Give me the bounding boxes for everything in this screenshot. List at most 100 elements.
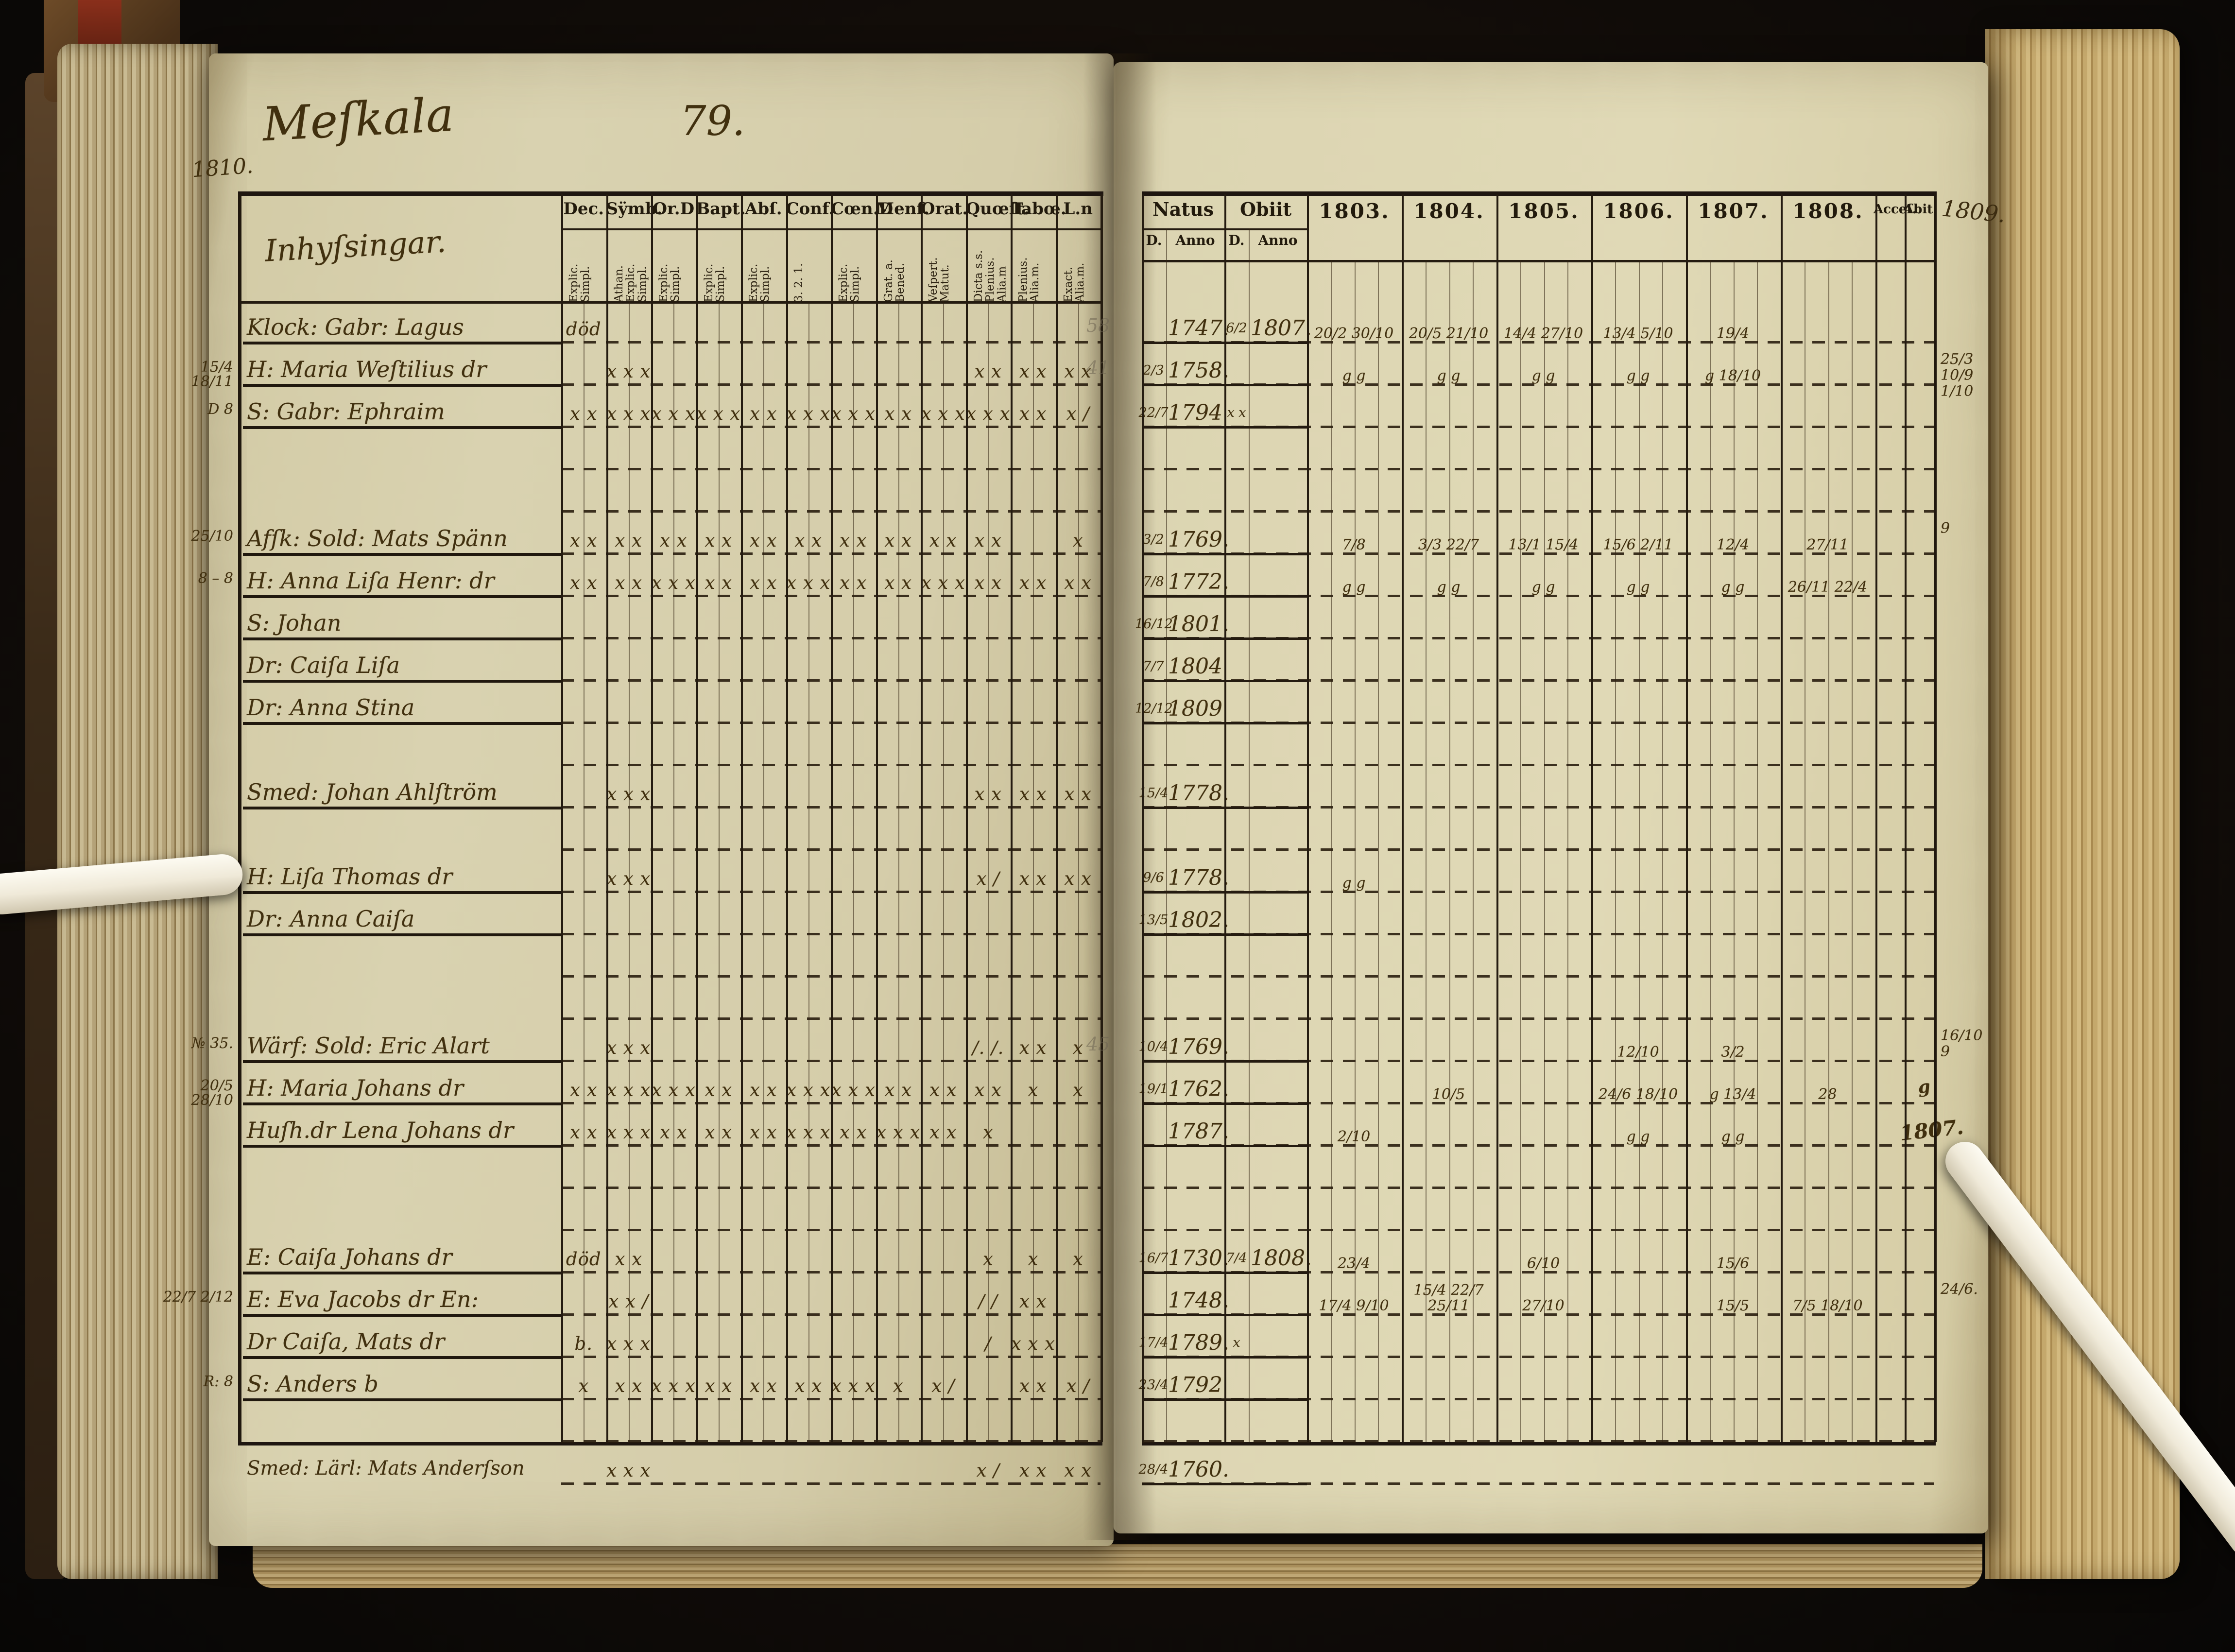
mark-cell-abs: x x: [750, 1122, 777, 1143]
natus-anno: 1747.: [1168, 316, 1229, 341]
natus-anno: 1787.: [1168, 1119, 1229, 1144]
mark-cell-quoest: x x: [974, 1080, 1002, 1101]
name-underline: [243, 1356, 561, 1359]
right-row-dashes: [1142, 806, 1934, 809]
natus-day: 3/2: [1143, 532, 1164, 547]
year-cell-1808: 26/11 22/4: [1788, 578, 1868, 596]
left-subcol-line: [808, 301, 809, 1442]
right-col-line: [1224, 194, 1226, 1442]
row-name: Afſk: Sold: Mats Spänn: [247, 525, 508, 551]
mark-cell-coen: x x x: [831, 1376, 876, 1396]
right-row-dashes: [1142, 552, 1934, 555]
right-col-line: [1307, 194, 1309, 1442]
mark-cell-taboe: x x: [1019, 1376, 1047, 1396]
natus-anno: 1801.: [1168, 612, 1229, 637]
left-subcol-line: [943, 301, 945, 1442]
left-col-line: [1055, 194, 1058, 1442]
mark-cell-mens: x x: [884, 530, 912, 551]
row-name: Huſh.dr Lena Johans dr: [247, 1117, 514, 1143]
obiit-header: Obiit: [1239, 198, 1292, 220]
natus-anno: 1778.: [1168, 781, 1229, 806]
year-cell-1806: g g: [1626, 1128, 1650, 1145]
mark-cell-ln: x x: [1064, 1460, 1092, 1481]
bottom-page-edges: [253, 1544, 1982, 1588]
year-cell-1807: g g: [1721, 1128, 1745, 1145]
mark-cell-coen: x x: [840, 572, 867, 593]
natus-anno: 1804: [1168, 654, 1222, 679]
year-header-1804: 1804.: [1413, 199, 1485, 223]
natus-underline: [1142, 1483, 1307, 1485]
row-margin-note: № 35.: [191, 1035, 233, 1052]
mark-cell-dec: x: [558, 1376, 609, 1396]
name-underline: [243, 595, 561, 598]
natus-anno: 1794: [1168, 400, 1222, 425]
right-page: [1114, 62, 1988, 1533]
mark-cell-dec: död: [566, 319, 602, 340]
right-row-dashes: [1142, 1017, 1934, 1020]
right-row-dashes: [1142, 764, 1934, 766]
row-name: Dr Caiſa, Mats dr: [247, 1328, 445, 1355]
mark-cell-ord: x x: [660, 530, 688, 551]
right-row-dashes: [1142, 679, 1934, 682]
right-row-dashes: [1142, 1229, 1934, 1231]
row-name: H: Anna Liſa Henr: dr: [247, 568, 495, 594]
year-cell-1805: 14/4 27/10: [1503, 325, 1583, 342]
mark-cell-dec: x x: [570, 530, 598, 551]
right-header-line: [1142, 260, 1936, 262]
year-header-1805: 1805.: [1508, 199, 1580, 223]
mark-cell-quoest: x x x: [966, 403, 1011, 424]
mark-cell-orat: x x: [929, 530, 957, 551]
natus-day: 7/7: [1143, 659, 1164, 674]
natus-anno: 1809: [1168, 696, 1222, 721]
natus-anno: 1769.: [1168, 527, 1229, 552]
year-subcol-line: [1852, 260, 1853, 1442]
row-margin-note: R: 8: [203, 1373, 233, 1390]
left-subcol-line: [898, 301, 899, 1442]
column-header-ln: L.n: [1063, 199, 1093, 219]
natus-day: 2/3: [1143, 363, 1164, 378]
natus-header: Natus: [1152, 198, 1214, 220]
year-subcol-line: [1638, 260, 1640, 1442]
name-underline: [243, 1145, 561, 1148]
mark-cell-taboe: x x x: [1011, 1333, 1055, 1354]
mark-cell-orat: x x x: [921, 572, 965, 593]
row-name: Smed: Johan Ahlſtröm: [247, 779, 498, 805]
mark-cell-bapt: x x: [705, 1376, 732, 1396]
row-name: S: Gabr: Ephraim: [247, 398, 445, 425]
column-header-bapt: Bapt.: [696, 199, 746, 219]
year-subcol-line: [1828, 260, 1829, 1442]
right-outer-border: [1934, 194, 1937, 1442]
left-col-line: [606, 194, 608, 1442]
left-subcol-line: [763, 301, 765, 1442]
right-table-top-border: [1142, 191, 1937, 196]
mark-cell-mens: x x: [884, 572, 912, 593]
year-cell-1806: g g: [1626, 578, 1650, 596]
name-underline: [243, 680, 561, 683]
acces-header: Acceſ.: [1874, 202, 1917, 217]
mark-cell-ord: x x x: [651, 1080, 696, 1101]
mark-cell-quoest: x /: [976, 1460, 1000, 1481]
mark-cell-conf: x x x: [786, 1122, 831, 1143]
right-row-dashes: [1142, 341, 1934, 344]
left-col-line: [1011, 194, 1013, 1442]
mark-cell-symb: x x x: [606, 868, 651, 889]
year-subcol-line: [1733, 260, 1735, 1442]
right-row-dashes: [1142, 383, 1934, 386]
year-cell-1803: g g: [1342, 874, 1366, 892]
mark-cell-ln: x /: [1066, 1376, 1090, 1396]
obiit-d-label: D.: [1228, 232, 1245, 248]
mark-cell-taboe: x x: [1019, 403, 1047, 424]
year-cell-1807: g 13/4: [1709, 1085, 1756, 1103]
row-margin-note: D 8: [207, 401, 233, 418]
natus-sub-line: [1166, 228, 1167, 1442]
year-cell-1804: 15/4 22/7 25/11: [1413, 1282, 1484, 1314]
right-row-dashes: [1142, 510, 1934, 513]
left-subheader-line: [238, 301, 1102, 304]
mark-cell-coen: x x x: [831, 403, 876, 424]
mark-cell-orat: x x: [929, 1080, 957, 1101]
left-subcol-line: [584, 301, 585, 1442]
mark-cell-quoest: / /: [978, 1291, 998, 1312]
name-underline: [243, 1398, 561, 1401]
year-header-1807: 1807.: [1698, 199, 1769, 223]
